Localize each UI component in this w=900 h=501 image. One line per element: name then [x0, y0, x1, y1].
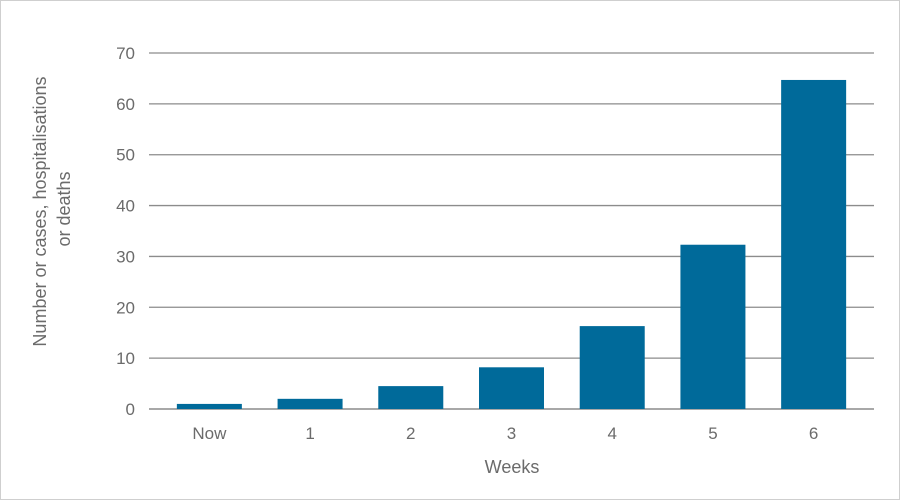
bar-3: [479, 367, 544, 409]
bar-now: [176, 403, 242, 409]
y-tick-label: 0: [126, 400, 135, 419]
x-tick-label: 6: [809, 424, 818, 443]
x-tick-label: 1: [305, 424, 314, 443]
gridlines: [149, 52, 874, 410]
bar-2: [378, 386, 444, 409]
bar-6: [781, 79, 847, 409]
x-axis-title: Weeks: [485, 457, 540, 477]
y-tick-label: 30: [116, 247, 135, 266]
y-axis-title-line-1: Number or cases, hospitalisations: [30, 76, 50, 346]
y-tick-label: 60: [116, 95, 135, 114]
x-tick-label: 2: [406, 424, 415, 443]
bar-5: [680, 244, 746, 409]
bar-4: [579, 326, 645, 409]
bar-1: [277, 398, 343, 409]
y-tick-label: 40: [116, 197, 135, 216]
y-tick-label: 10: [116, 349, 135, 368]
y-tick-labels: 0 10 20 30 40 50 60 70: [116, 44, 135, 419]
y-tick-label: 70: [116, 44, 135, 63]
x-tick-label: Now: [192, 424, 227, 443]
y-axis-title-line-2: or deaths: [54, 171, 74, 246]
x-tick-label: 4: [607, 424, 616, 443]
x-tick-label: 3: [507, 424, 516, 443]
x-tick-labels: Now 1 2 3 4 5 6: [192, 424, 818, 443]
y-tick-label: 50: [116, 146, 135, 165]
x-tick-label: 5: [708, 424, 717, 443]
y-axis-title: Number or cases, hospitalisations or dea…: [30, 71, 74, 346]
bars: [176, 79, 847, 409]
y-tick-label: 20: [116, 298, 135, 317]
